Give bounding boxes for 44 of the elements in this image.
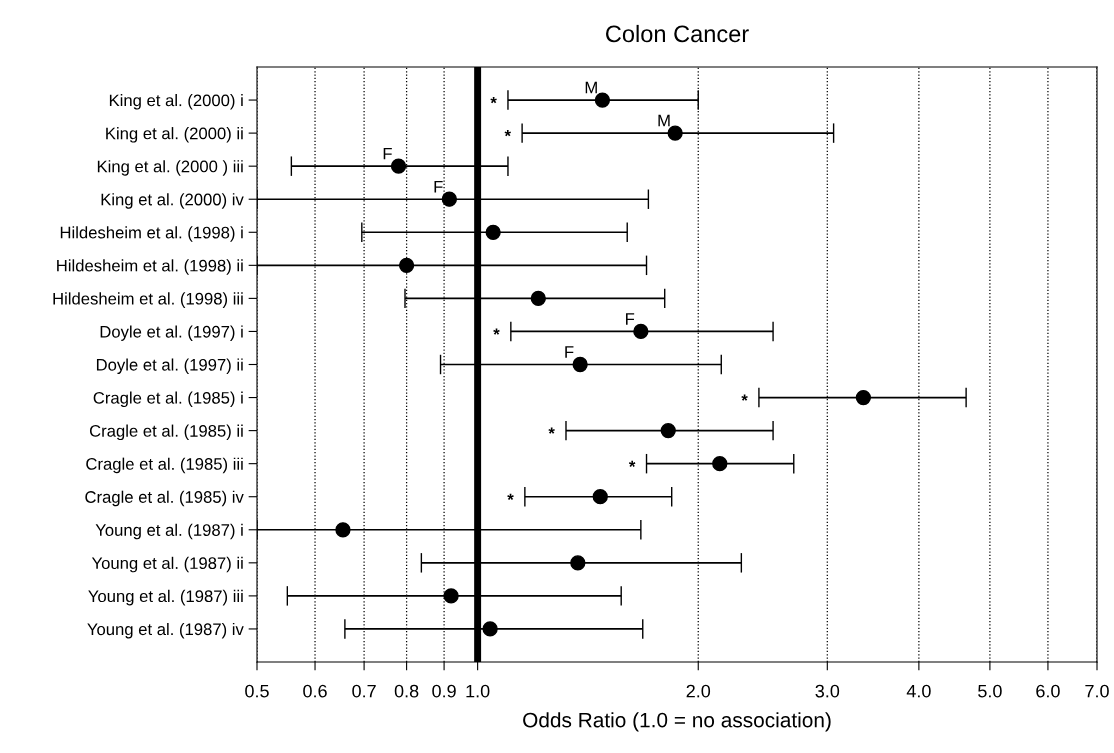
x-tick-label: 3.0 [815, 684, 840, 698]
x-tick-label: 0.7 [352, 684, 376, 698]
y-tick-label: Cragle et al. (1985) iv [85, 490, 244, 507]
y-tick-label: King et al. (2000) iv [101, 193, 244, 209]
y-tick-label: Cragle et al. (1985) i [93, 391, 243, 408]
y-tick-label: Cragle et al. (1985) ii [89, 424, 243, 441]
y-tick-label: Young et al. (1987) ii [91, 556, 243, 573]
annotation: * [490, 97, 497, 104]
annotation: F [626, 313, 635, 325]
y-tick-label: Cragle et al. (1985) iii [86, 457, 243, 474]
x-tick-label: 5.0 [978, 684, 1002, 698]
x-tick-label: 7.0 [1085, 684, 1109, 698]
annotation: * [493, 328, 500, 335]
x-tick-label: 0.9 [432, 684, 456, 698]
x-axis-title: Odds Ratio (1.0 = no association) [523, 712, 831, 732]
annotation: F [434, 180, 443, 193]
y-tick-label: Young et al. (1987) iv [87, 622, 244, 639]
annotation: F [565, 346, 574, 358]
y-tick-label: Hildesheim et al. (1998) iii [53, 292, 243, 308]
x-tick-label: 2.0 [686, 684, 711, 698]
y-tick-label: King et al. (2000) ii [106, 127, 243, 143]
y-tick-label: Hildesheim et al. (1998) i [60, 226, 243, 242]
x-tick-label: 0.8 [394, 684, 419, 698]
annotation: M [658, 114, 670, 127]
y-tick-label: Doyle et al. (1997) i [100, 325, 243, 341]
y-tick-label: King et al. (2000) i [109, 94, 243, 110]
y-tick-label: Doyle et al. (1997) ii [96, 358, 243, 374]
annotation: * [504, 130, 511, 137]
annotation: * [548, 427, 555, 434]
annotation: * [741, 394, 748, 401]
x-tick-label: 4.0 [906, 684, 931, 698]
annotation: * [507, 493, 514, 500]
x-tick-label: 0.6 [303, 684, 327, 698]
x-tick-label: 1.0 [466, 684, 490, 698]
annotation: F [383, 147, 392, 160]
annotation: * [628, 460, 636, 467]
y-tick-label: Hildesheim et al. (1998) ii [57, 259, 243, 275]
annotation: M [585, 81, 597, 94]
x-tick-label: 6.0 [1036, 684, 1060, 698]
chart-title: Colon Cancer [606, 24, 749, 43]
y-tick-label: Young et al. (1987) iii [88, 589, 243, 606]
y-tick-label: Young et al. (1987) i [95, 523, 243, 540]
x-tick-label: 0.5 [245, 684, 269, 698]
y-tick-label: King et al. (2000 ) iii [97, 160, 243, 176]
